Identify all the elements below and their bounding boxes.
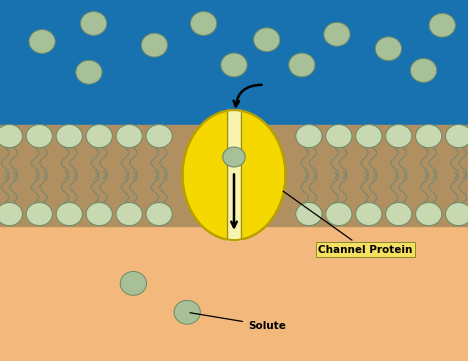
Ellipse shape (26, 125, 52, 148)
Ellipse shape (386, 203, 412, 226)
Ellipse shape (223, 147, 245, 167)
Ellipse shape (410, 58, 437, 82)
Ellipse shape (146, 203, 172, 226)
Ellipse shape (446, 125, 468, 148)
Ellipse shape (86, 125, 112, 148)
Ellipse shape (324, 22, 350, 46)
Ellipse shape (174, 300, 200, 324)
Ellipse shape (120, 271, 146, 295)
Ellipse shape (26, 203, 52, 226)
Ellipse shape (56, 125, 82, 148)
Ellipse shape (116, 203, 142, 226)
Ellipse shape (386, 125, 412, 148)
Ellipse shape (86, 203, 112, 226)
Ellipse shape (146, 125, 172, 148)
Ellipse shape (76, 60, 102, 84)
Ellipse shape (289, 53, 315, 77)
Text: Solute: Solute (190, 313, 286, 331)
Ellipse shape (56, 203, 82, 226)
Ellipse shape (0, 203, 22, 226)
Bar (0, 125, 468, 226)
Ellipse shape (326, 203, 352, 226)
Ellipse shape (416, 125, 442, 148)
Ellipse shape (183, 110, 285, 240)
Ellipse shape (375, 37, 402, 61)
Ellipse shape (356, 203, 382, 226)
Ellipse shape (80, 12, 107, 35)
Ellipse shape (254, 28, 280, 52)
Text: Channel Protein: Channel Protein (283, 191, 413, 255)
Ellipse shape (29, 30, 55, 53)
Bar (0, 175, 468, 361)
Ellipse shape (141, 33, 168, 57)
Ellipse shape (296, 203, 322, 226)
Bar (227, 110, 241, 240)
Ellipse shape (116, 125, 142, 148)
Ellipse shape (356, 125, 382, 148)
Ellipse shape (429, 13, 455, 37)
Ellipse shape (416, 203, 442, 226)
Ellipse shape (326, 125, 352, 148)
Ellipse shape (190, 12, 217, 35)
Ellipse shape (0, 125, 22, 148)
Ellipse shape (446, 203, 468, 226)
Bar (0, 0, 468, 175)
Ellipse shape (296, 125, 322, 148)
Ellipse shape (221, 53, 247, 77)
